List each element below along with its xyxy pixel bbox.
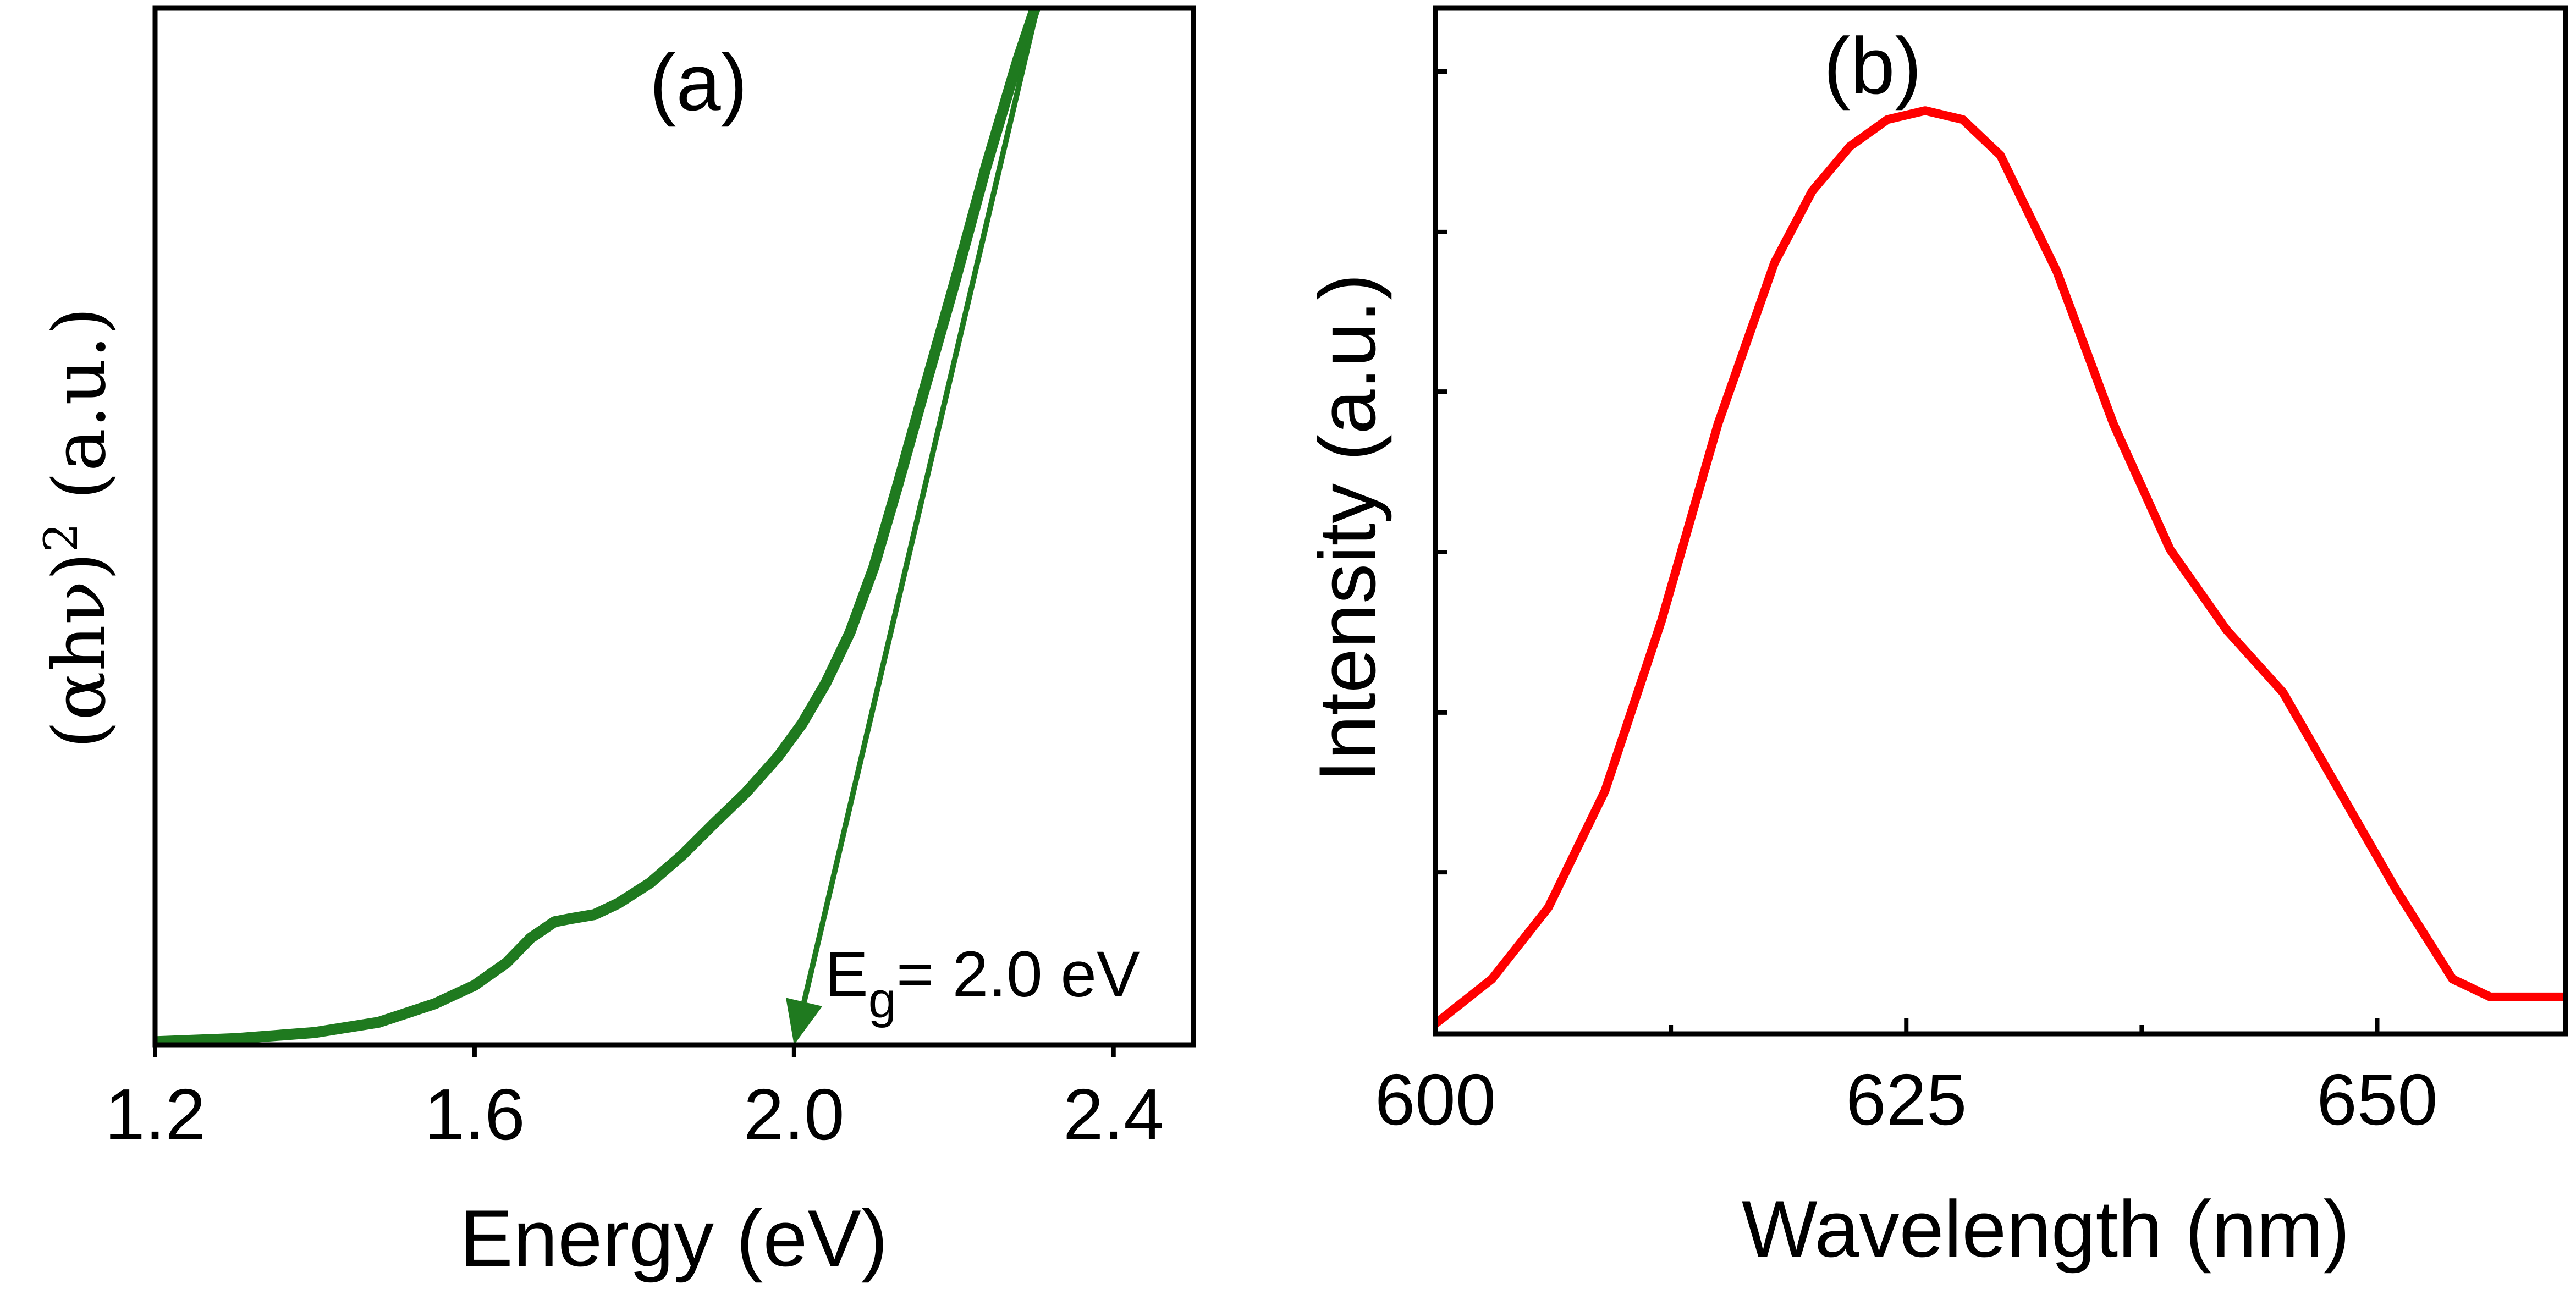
tangent-line [801,8,1040,1003]
panel-a-x-ticks: 1.2 1.6 2.0 2.4 [104,1045,1164,1155]
series-line-pl [1435,106,2566,1028]
x-tick-label: 600 [1375,1059,1496,1140]
x-tick-label: 1.2 [104,1074,206,1155]
panel-b-y-axis-title: Intensity (a.u.) [1302,273,1392,782]
x-tick-label: 650 [2316,1059,2437,1140]
tangent-arrow-head [785,998,823,1045]
panel-b-frame [1433,5,2568,1037]
panel-b: (b) 600 625 650 Wavelength (nm) Intensity … [1302,5,2568,1274]
panel-b-ticks: 600 625 650 [1375,69,2438,1140]
x-tick-label: 625 [1846,1059,1967,1140]
series-line-absorption [155,8,1041,1045]
panel-a-frame [152,5,1196,1048]
panel-a-y-axis-title: (αhν)2 (a.u.) [34,307,122,748]
panel-b-x-axis-title: Wavelength (nm) [1742,1184,2350,1274]
panel-a-plot-area [155,8,1041,1045]
x-tick-label: 2.4 [1063,1074,1164,1155]
bandgap-annotation: Eg= 2.0 eV [825,938,1140,1028]
panel-b-plot-area [1435,106,2566,1028]
panel-a: (a) 1.2 1.6 2.0 2.4 Energy (eV) (αhν)2 (a.u… [34,5,1196,1283]
x-tick-label: 1.6 [424,1074,525,1155]
x-tick-label: 2.0 [744,1074,845,1155]
panel-a-label: (a) [649,37,747,127]
panel-a-x-axis-title: Energy (eV) [460,1193,888,1283]
panel-b-label: (b) [1824,21,1922,111]
